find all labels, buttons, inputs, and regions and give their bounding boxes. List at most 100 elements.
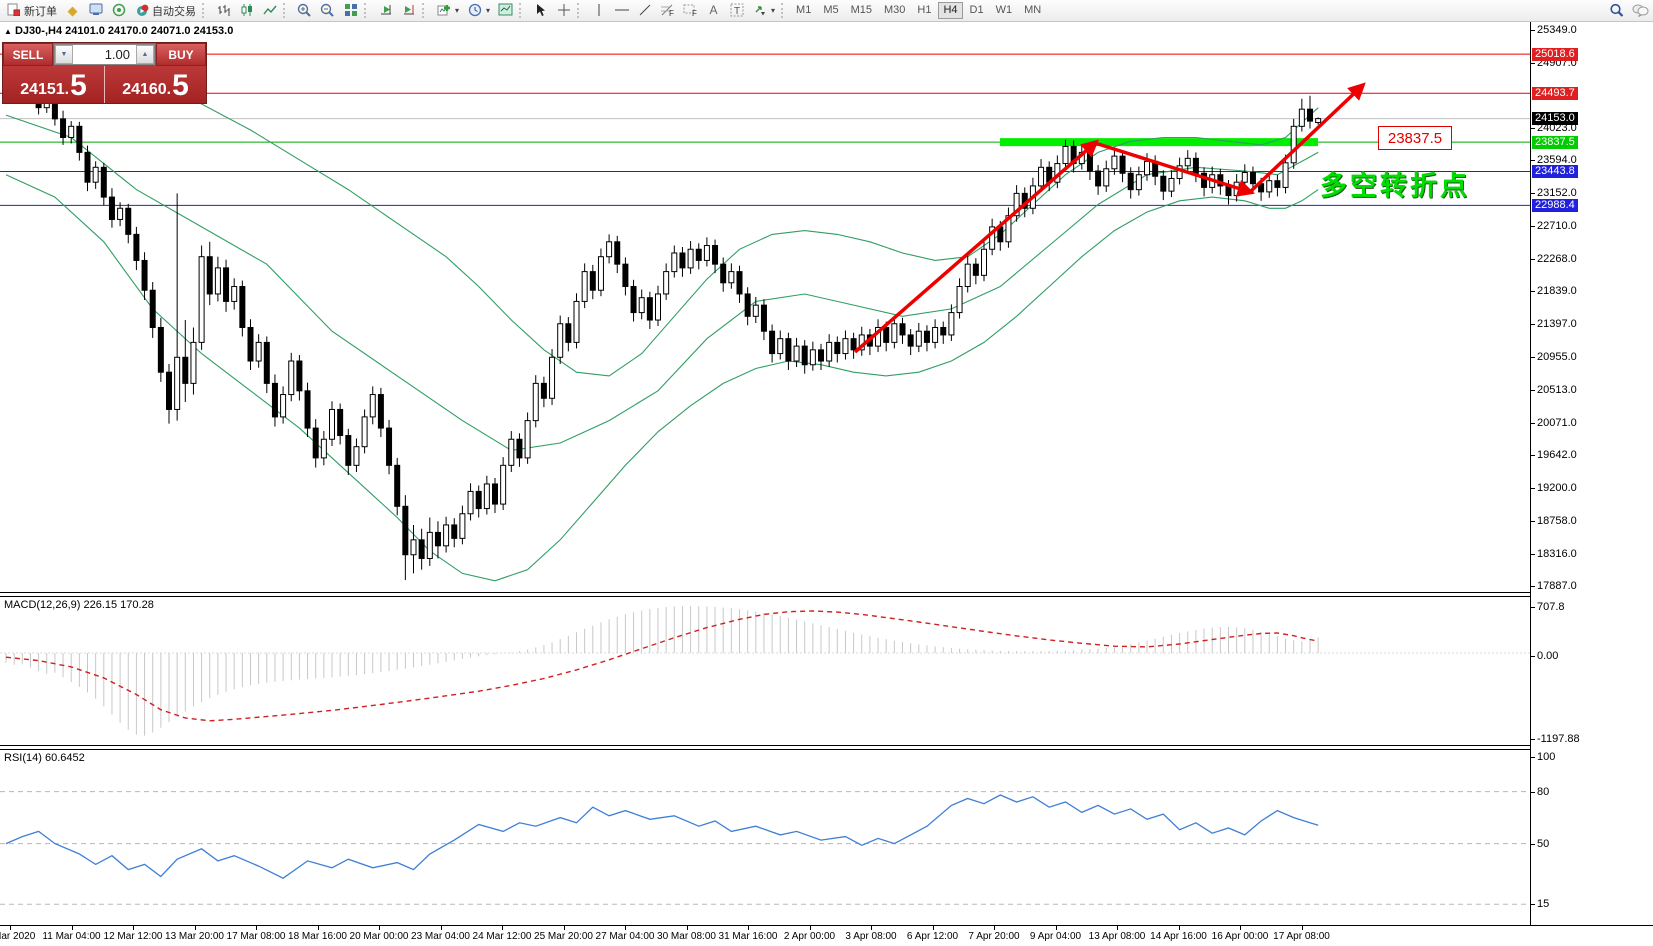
buy-button[interactable]: BUY (156, 43, 206, 66)
autoscroll-button[interactable] (374, 1, 397, 20)
date-label: 30 Mar 08:00 (657, 931, 716, 942)
price-tick: 17887.0 (1531, 579, 1577, 592)
zoom-out-button[interactable] (316, 1, 339, 20)
tile-windows-icon (343, 3, 358, 18)
volume-input[interactable]: 1.00 (104, 47, 130, 62)
cursor-tool-button[interactable] (529, 1, 552, 20)
price-level-badge: 23837.5 (1532, 135, 1578, 149)
date-tick (871, 926, 872, 930)
macd-tick: -1197.88 (1531, 732, 1580, 745)
crosshair-tool-button[interactable] (552, 1, 575, 20)
svg-text:T: T (734, 6, 740, 17)
favorites-button[interactable]: ◆ (61, 1, 84, 20)
fibonacci-icon: F (660, 3, 675, 18)
rsi-tick: 15 (1530, 898, 1550, 911)
periods-button[interactable]: ▾ (463, 1, 494, 20)
timeframe-button-w1[interactable]: W1 (995, 4, 1013, 16)
date-tick (1117, 926, 1118, 930)
autotrade-button[interactable]: 自动交易 (130, 1, 200, 20)
sell-price[interactable]: 24151. 5 (3, 66, 105, 103)
date-tick (563, 926, 565, 930)
timeframe-button-m30[interactable]: M30 (884, 4, 906, 16)
shapes-tool-button[interactable]: ▾ (748, 1, 779, 20)
candlestick-button[interactable] (235, 1, 258, 20)
turning-point-note[interactable]: 多空转折点 (1320, 171, 1470, 201)
add-indicator-icon (436, 3, 451, 18)
date-tick (809, 926, 811, 930)
timeframe-button-h1[interactable]: H1 (917, 4, 932, 16)
search-button[interactable] (1605, 1, 1628, 20)
date-label: 11 Mar 04:00 (42, 931, 101, 942)
rsi-canvas[interactable] (0, 750, 1530, 925)
hline-tool-button[interactable] (610, 1, 633, 20)
timeframe-button-d1[interactable]: D1 (969, 4, 984, 16)
terminal-button[interactable] (84, 1, 107, 20)
panel-splitter[interactable] (0, 745, 1653, 750)
zoom-in-icon (297, 3, 312, 18)
fibonacci-tool-button[interactable]: F (656, 1, 679, 20)
terminal-icon (88, 3, 103, 18)
sell-price-main: 24151. (20, 81, 70, 98)
label-tool-button[interactable]: T (725, 1, 748, 20)
chart-shift-icon (401, 3, 416, 18)
price-tick: 24023.0 (1531, 122, 1577, 135)
chart-shift-button[interactable] (397, 1, 420, 20)
signal-icon (111, 3, 126, 18)
template-icon (498, 3, 513, 18)
text-label-icon: T (729, 3, 744, 18)
chat-button[interactable] (1628, 1, 1651, 20)
date-tick (256, 926, 257, 930)
macd-tick: 707.8 (1531, 601, 1565, 614)
vline-tool-button[interactable] (587, 1, 610, 20)
timeframe-button-m5[interactable]: M5 (823, 4, 839, 16)
timeframe-button-mn[interactable]: MN (1024, 4, 1042, 16)
timeframe-button-h4[interactable]: H4 (938, 2, 963, 19)
volume-decrease-button[interactable]: ▼ (55, 45, 73, 64)
one-click-trading-panel: SELL ▼ 1.00 ▲ BUY 24151. 5 24160. 5 (2, 42, 207, 104)
buy-price[interactable]: 24160. 5 (105, 66, 206, 103)
date-label: 3 Apr 08:00 (845, 931, 897, 942)
volume-increase-button[interactable]: ▲ (136, 45, 154, 64)
shapes-dropdown-arrow: ▾ (771, 6, 776, 15)
price-axis[interactable]: 25349.0 24907.0 24023.0 23594.0 23152.0 22710… (1530, 22, 1653, 925)
chart-ohlc-title: ▲ DJ30-,H4 24101.0 24170.0 24071.0 24153… (4, 25, 234, 37)
timeframe-group: M1 M5 M15 M30 H1 H4 D1 W1 MN (791, 2, 1046, 19)
templates-button[interactable] (494, 1, 517, 20)
zoom-in-button[interactable] (293, 1, 316, 20)
price-callout-label[interactable]: 23837.5 (1378, 126, 1452, 150)
date-tick (379, 926, 380, 930)
signal-button[interactable] (107, 1, 130, 20)
trendline-tool-button[interactable] (633, 1, 656, 20)
sell-button[interactable]: SELL (3, 43, 53, 66)
timeframe-button-m15[interactable]: M15 (850, 4, 873, 16)
price-tick: 21839.0 (1531, 285, 1577, 298)
rsi-tick: 80 (1530, 785, 1550, 798)
bar-chart-button[interactable] (212, 1, 235, 20)
new-order-button[interactable]: 新订单 (2, 1, 61, 20)
date-tick (1240, 926, 1241, 930)
macd-canvas[interactable] (0, 597, 1530, 745)
volume-control: ▼ 1.00 ▲ (54, 44, 155, 65)
date-tick (1055, 926, 1057, 930)
toolbar: 新订单 ◆ 自动交易 (0, 0, 1653, 22)
price-tick: 18316.0 (1531, 547, 1577, 560)
price-tick: 21397.0 (1531, 318, 1577, 330)
indicators-button[interactable]: ▾ (432, 1, 463, 20)
price-tick: 19200.0 (1531, 481, 1577, 494)
rsi-panel (0, 750, 1530, 925)
panel-splitter[interactable] (0, 592, 1653, 597)
trendline-icon (637, 3, 652, 18)
line-chart-button[interactable] (258, 1, 281, 20)
price-tick: 20955.0 (1531, 350, 1577, 363)
main-chart-canvas[interactable] (0, 22, 1530, 592)
text-tool-button[interactable]: A (702, 1, 725, 20)
channel-tool-button[interactable]: F (679, 1, 702, 20)
timeframe-button-m1[interactable]: M1 (796, 4, 812, 16)
date-label: 2 Apr 00:00 (783, 931, 836, 942)
tile-windows-button[interactable] (339, 1, 362, 20)
collapse-arrow-icon[interactable]: ▲ (4, 27, 12, 36)
macd-tick: 0.00 (1530, 650, 1559, 662)
toolbar-separator (519, 3, 525, 18)
